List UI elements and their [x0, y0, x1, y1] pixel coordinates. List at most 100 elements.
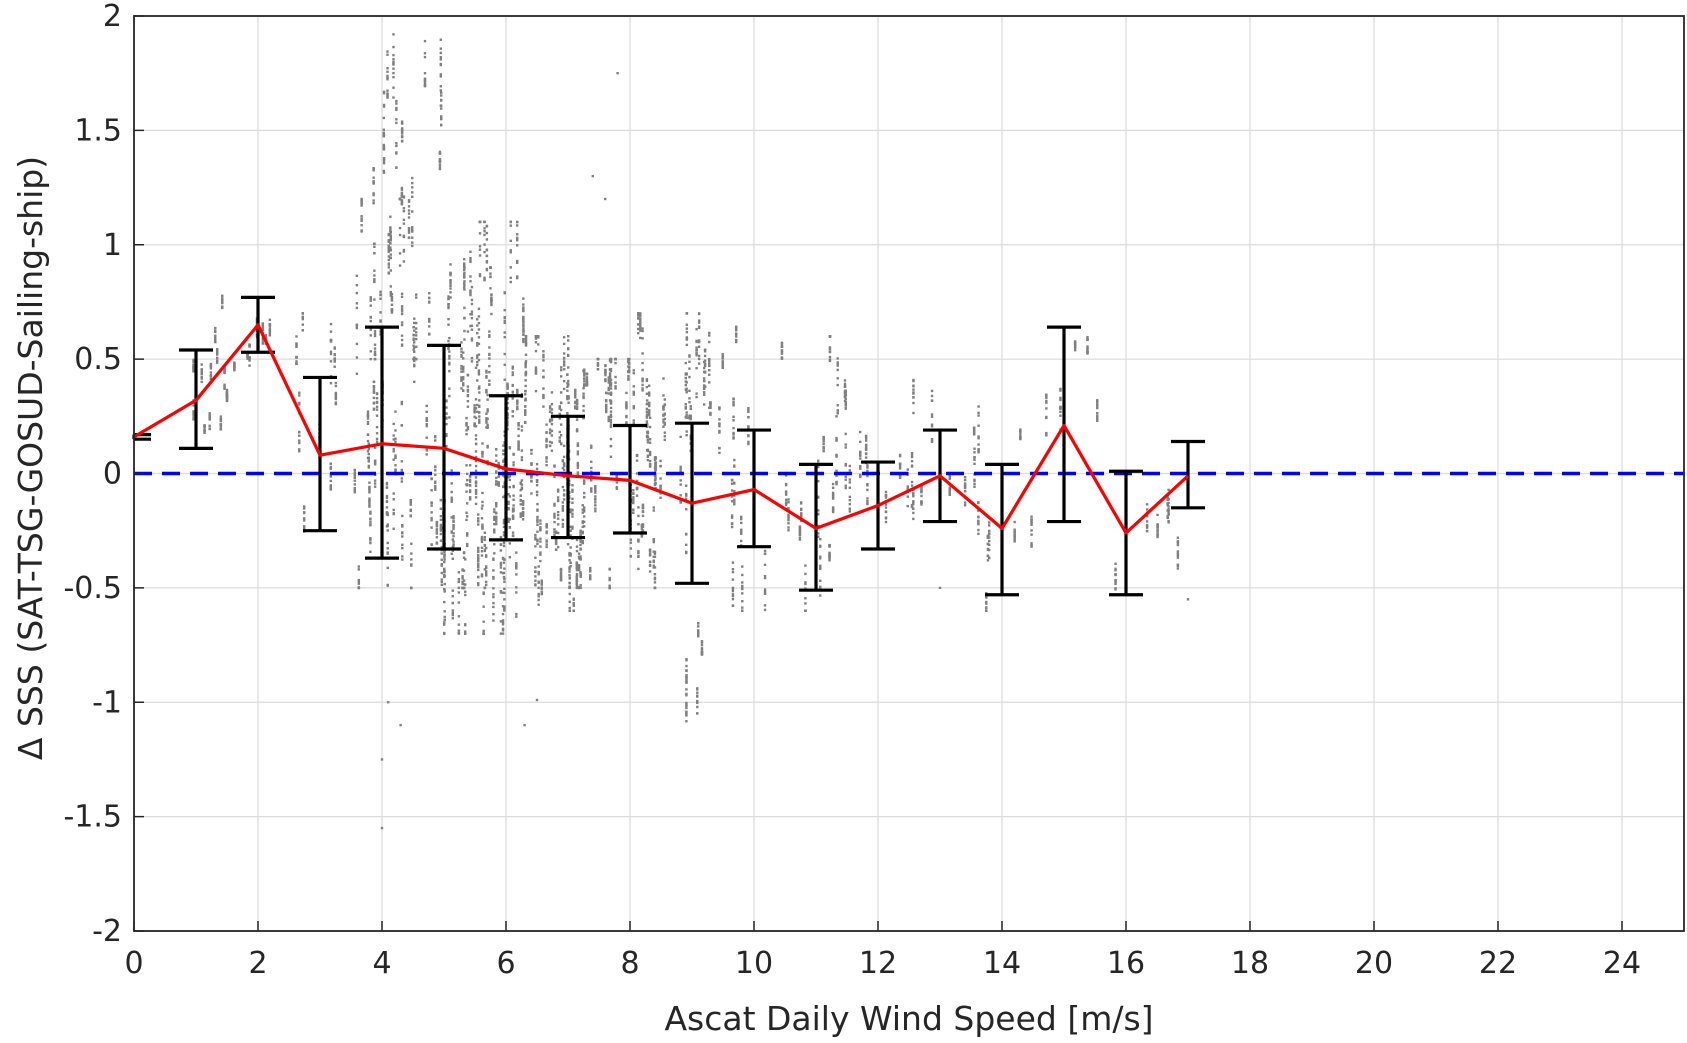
- scatter-point: [392, 60, 395, 64]
- scatter-point: [353, 471, 357, 475]
- scatter-point: [353, 489, 357, 493]
- scatter-point: [473, 406, 476, 410]
- scatter-point: [499, 620, 503, 623]
- scatter-point: [963, 478, 967, 482]
- scatter-point: [468, 496, 472, 499]
- scatter-point: [679, 470, 682, 473]
- scatter-point: [473, 415, 476, 418]
- scatter-point: [434, 484, 437, 488]
- scatter-point: [448, 357, 451, 360]
- scatter-point: [261, 327, 265, 330]
- scatter-point: [828, 347, 832, 351]
- scatter-point: [445, 433, 448, 436]
- scatter-point: [477, 568, 480, 572]
- scatter-point: [645, 416, 649, 419]
- scatter-point: [605, 410, 608, 414]
- scatter-point: [495, 459, 498, 462]
- scatter-point: [503, 609, 506, 612]
- scatter-point: [470, 339, 474, 342]
- scatter-point: [866, 482, 869, 486]
- scatter-point: [784, 493, 788, 496]
- scatter-point: [659, 487, 662, 491]
- scatter-point: [407, 205, 411, 208]
- scatter-point: [524, 409, 527, 412]
- scatter-point: [367, 442, 371, 445]
- scatter-point: [483, 536, 487, 539]
- scatter-point: [637, 506, 640, 509]
- scatter-point: [844, 390, 847, 394]
- scatter-point: [214, 340, 217, 343]
- scatter-point: [648, 441, 652, 444]
- scatter-point: [522, 325, 525, 328]
- scatter-point: [435, 536, 439, 539]
- scatter-point: [579, 540, 582, 543]
- scatter-point: [625, 401, 628, 404]
- scatter-point: [906, 468, 909, 471]
- scatter-point: [522, 309, 525, 313]
- scatter-point: [511, 373, 514, 377]
- scatter-point: [553, 512, 556, 516]
- scatter-point: [457, 580, 461, 583]
- scatter-point: [368, 499, 371, 503]
- scatter-point: [938, 586, 942, 590]
- scatter-point: [1114, 588, 1117, 591]
- scatter-point: [464, 583, 467, 586]
- scatter-point: [395, 99, 398, 103]
- scatter-point: [462, 264, 466, 267]
- scatter-point: [214, 330, 217, 334]
- scatter-point: [372, 169, 375, 172]
- scatter-point: [972, 427, 976, 431]
- scatter-point: [389, 249, 393, 252]
- scatter-point: [386, 529, 389, 532]
- scatter-point: [261, 328, 265, 332]
- scatter-point: [912, 401, 915, 405]
- scatter-point: [948, 477, 951, 481]
- scatter-point: [473, 424, 476, 428]
- scatter-point: [411, 241, 414, 244]
- scatter-point: [550, 434, 554, 437]
- scatter-point: [731, 578, 735, 581]
- scatter-point: [554, 531, 558, 535]
- scatter-point: [375, 397, 379, 400]
- scatter-point: [380, 826, 384, 830]
- scatter-point: [566, 389, 569, 392]
- scatter-point: [583, 374, 586, 377]
- scatter-point: [465, 511, 468, 514]
- scatter-point: [428, 296, 431, 300]
- scatter-point: [333, 365, 336, 368]
- scatter-point: [295, 360, 298, 363]
- scatter-point: [452, 540, 455, 543]
- scatter-point: [977, 509, 980, 512]
- scatter-point: [369, 315, 372, 319]
- scatter-point: [486, 410, 489, 413]
- scatter-point: [972, 426, 976, 429]
- scatter-point: [502, 444, 505, 447]
- scatter-point: [609, 421, 613, 424]
- scatter-point: [484, 571, 488, 575]
- scatter-point: [511, 516, 515, 519]
- scatter-point: [700, 641, 704, 644]
- scatter-point: [522, 307, 525, 310]
- scatter-point: [1030, 520, 1033, 523]
- scatter-point: [641, 327, 644, 330]
- scatter-point: [685, 675, 688, 678]
- scatter-point: [502, 518, 506, 522]
- scatter-point: [582, 508, 586, 512]
- scatter-point: [582, 506, 586, 509]
- scatter-point: [585, 382, 589, 386]
- scatter-point: [695, 339, 698, 343]
- scatter-point: [225, 393, 229, 397]
- scatter-point: [1176, 554, 1180, 557]
- scatter-point: [604, 379, 607, 383]
- scatter-point: [508, 475, 512, 478]
- scatter-point: [828, 556, 831, 559]
- scatter-point: [400, 188, 404, 191]
- scatter-point: [519, 494, 522, 498]
- scatter-point: [329, 330, 333, 333]
- scatter-point: [209, 367, 213, 370]
- scatter-point: [703, 348, 707, 352]
- scatter-point: [556, 531, 560, 535]
- scatter-point: [575, 577, 578, 581]
- scatter-point: [912, 396, 915, 399]
- scatter-point: [483, 233, 486, 237]
